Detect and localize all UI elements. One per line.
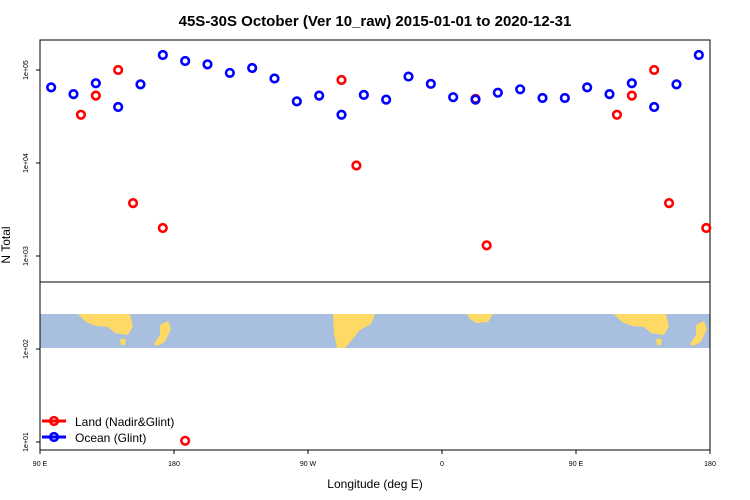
ocean-point <box>537 92 548 104</box>
ocean-point <box>515 84 526 95</box>
x-tick-label: 0 <box>440 461 444 468</box>
land-australia-repeat <box>614 314 669 335</box>
ocean-point <box>157 49 168 61</box>
ocean-point <box>492 87 503 98</box>
ocean-band <box>40 314 710 348</box>
ocean-point <box>90 78 101 89</box>
ocean-point <box>604 89 615 100</box>
chart-title: 45S-30S October (Ver 10_raw) 2015-01-01 … <box>179 13 572 30</box>
ocean-point <box>269 73 280 84</box>
land-point <box>351 160 362 171</box>
ocean-point <box>202 59 213 70</box>
ocean-point <box>448 92 459 103</box>
ocean-point <box>425 78 436 89</box>
land-point <box>157 222 168 234</box>
land-new-zealand <box>154 321 171 346</box>
x-tick-label: 90 W <box>300 461 317 468</box>
x-tick-label: 180 <box>168 461 180 468</box>
series-ocean <box>46 49 704 120</box>
x-axis-label: Longitude (deg E) <box>327 477 422 491</box>
land-new-zealand-repeat <box>690 321 707 346</box>
ocean-point <box>46 82 57 93</box>
ocean-point <box>247 62 258 74</box>
legend: Land (Nadir&Glint) Ocean (Glint) <box>42 415 174 445</box>
land-point <box>180 435 191 446</box>
land-point <box>127 198 139 209</box>
legend-land-marker <box>48 415 60 427</box>
land-south-america <box>333 314 375 348</box>
land-point <box>611 109 623 120</box>
ocean-point <box>649 101 660 113</box>
y-tick-label: 1e+02 <box>23 339 30 359</box>
x-tick-label: 180 <box>704 461 716 468</box>
legend-ocean-label: Ocean (Glint) <box>75 431 146 445</box>
plot-frame <box>39 39 711 451</box>
ocean-point <box>224 67 235 79</box>
x-axis: 90 E 180 90 W 0 90 E 180 <box>33 450 716 468</box>
land-point <box>113 64 124 76</box>
ocean-point <box>582 82 593 93</box>
land-tasmania-repeat <box>656 339 662 345</box>
land-point <box>481 240 492 251</box>
ocean-point <box>671 79 682 90</box>
land-australia <box>78 314 133 335</box>
y-tick-label: 1e+01 <box>23 432 30 452</box>
y-axis-label: N Total <box>0 226 13 263</box>
ocean-point <box>381 94 392 105</box>
ocean-point <box>693 49 704 61</box>
y-axis: 1e+01 1e+02 1e+03 1e+04 1e+05 <box>23 60 40 452</box>
ocean-point <box>358 89 369 100</box>
land-point <box>90 90 101 101</box>
ocean-point <box>68 89 79 100</box>
y-tick-label: 1e+05 <box>23 60 30 80</box>
land-point <box>336 74 347 86</box>
legend-ocean-marker <box>48 431 60 443</box>
ocean-point <box>559 92 570 104</box>
ocean-point <box>135 79 146 90</box>
data-points <box>46 49 712 446</box>
land-tasmania <box>120 339 126 345</box>
land-point <box>649 64 660 76</box>
ocean-point <box>314 90 325 101</box>
ocean-point <box>470 94 481 105</box>
series-land <box>75 64 712 446</box>
inset-map <box>40 314 710 348</box>
ocean-point <box>336 109 347 120</box>
x-tick-label: 90 E <box>33 461 48 468</box>
land-point <box>663 198 675 209</box>
ocean-point <box>403 71 414 82</box>
y-tick-label: 1e+04 <box>23 153 30 173</box>
x-tick-label: 90 E <box>569 461 584 468</box>
legend-land-label: Land (Nadir&Glint) <box>75 415 174 429</box>
land-point <box>701 222 712 234</box>
ocean-point <box>113 101 124 113</box>
ocean-point <box>180 55 191 67</box>
land-point <box>75 109 87 120</box>
ocean-point <box>626 78 637 89</box>
ocean-point <box>291 96 302 107</box>
y-tick-label: 1e+03 <box>23 246 30 266</box>
land-point <box>626 90 637 101</box>
land-africa <box>467 314 493 323</box>
